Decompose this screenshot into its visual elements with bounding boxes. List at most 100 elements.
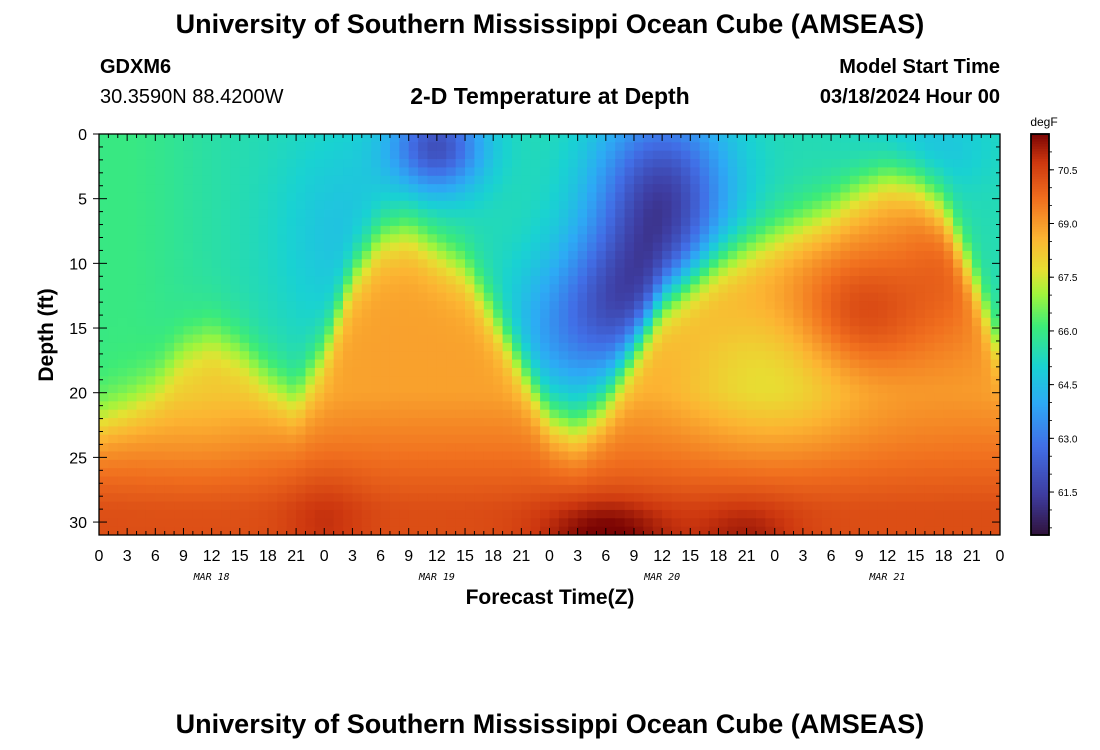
heatmap-cell bbox=[371, 351, 382, 361]
heatmap-cell bbox=[755, 526, 766, 535]
heatmap-cell bbox=[455, 250, 466, 260]
heatmap-cell bbox=[380, 217, 391, 227]
heatmap-cell bbox=[727, 292, 738, 302]
heatmap-cell bbox=[418, 200, 429, 210]
heatmap-cell bbox=[849, 225, 860, 235]
heatmap-cell bbox=[155, 225, 166, 235]
heatmap-cell bbox=[662, 309, 673, 319]
heatmap-cell bbox=[633, 476, 644, 486]
heatmap-cell bbox=[408, 476, 419, 486]
heatmap-cell bbox=[502, 459, 513, 469]
heatmap-cell bbox=[436, 184, 447, 194]
heatmap-cell bbox=[596, 484, 607, 494]
heatmap-cell bbox=[108, 276, 119, 285]
heatmap-cell bbox=[174, 267, 185, 277]
heatmap-cell bbox=[558, 192, 569, 202]
heatmap-cell bbox=[183, 301, 194, 311]
heatmap-cell bbox=[643, 309, 654, 319]
heatmap-cell bbox=[127, 317, 138, 327]
heatmap-cell bbox=[934, 501, 945, 511]
heatmap-cell bbox=[361, 259, 372, 269]
heatmap-cell bbox=[502, 451, 513, 461]
heatmap-cell bbox=[680, 484, 691, 494]
heatmap-cell bbox=[746, 301, 757, 311]
heatmap-cell bbox=[427, 184, 438, 194]
heatmap-cell bbox=[774, 159, 785, 169]
heatmap-cell bbox=[521, 459, 532, 469]
heatmap-cell bbox=[239, 359, 250, 369]
heatmap-cell bbox=[267, 225, 278, 235]
heatmap-cell bbox=[192, 175, 203, 185]
heatmap-cell bbox=[962, 309, 973, 319]
heatmap-cell bbox=[990, 359, 1000, 369]
heatmap-cell bbox=[202, 167, 213, 177]
heatmap-cell bbox=[718, 259, 729, 269]
heatmap-cell bbox=[577, 468, 588, 478]
colorbar-segment bbox=[1031, 246, 1049, 250]
heatmap-cell bbox=[127, 267, 138, 277]
x-tick-label: 18 bbox=[935, 548, 953, 565]
heatmap-cell bbox=[840, 192, 851, 202]
heatmap-cell bbox=[117, 309, 128, 319]
x-tick-label: 0 bbox=[95, 548, 104, 565]
heatmap-cell bbox=[605, 159, 616, 169]
heatmap-cell bbox=[859, 309, 870, 319]
heatmap-cell bbox=[155, 259, 166, 269]
heatmap-cell bbox=[389, 418, 400, 427]
heatmap-cell bbox=[887, 134, 898, 143]
heatmap-cell bbox=[558, 225, 569, 235]
heatmap-cell bbox=[277, 418, 288, 427]
heatmap-cell bbox=[831, 426, 842, 436]
heatmap-cell bbox=[99, 159, 109, 169]
heatmap-cell bbox=[662, 476, 673, 486]
heatmap-cell bbox=[474, 459, 485, 469]
heatmap-cell bbox=[605, 267, 616, 277]
heatmap-cell bbox=[211, 234, 222, 244]
heatmap-cell bbox=[943, 301, 954, 311]
heatmap-cell bbox=[211, 484, 222, 494]
heatmap-cell bbox=[690, 317, 701, 327]
heatmap-cell bbox=[633, 250, 644, 260]
heatmap-cell bbox=[906, 351, 917, 361]
heatmap-cell bbox=[615, 184, 626, 194]
heatmap-cell bbox=[877, 518, 888, 528]
heatmap-cell bbox=[230, 192, 241, 202]
heatmap-cell bbox=[127, 217, 138, 227]
heatmap-cell bbox=[465, 401, 476, 411]
heatmap-cell bbox=[277, 484, 288, 494]
heatmap-cell bbox=[962, 342, 973, 352]
heatmap-cell bbox=[314, 359, 325, 369]
heatmap-cell bbox=[633, 209, 644, 219]
heatmap-cell bbox=[192, 459, 203, 469]
heatmap-cell bbox=[802, 384, 813, 394]
heatmap-cell bbox=[624, 134, 635, 143]
heatmap-cell bbox=[962, 209, 973, 219]
heatmap-cell bbox=[155, 459, 166, 469]
heatmap-cell bbox=[906, 334, 917, 344]
heatmap-cell bbox=[502, 493, 513, 503]
heatmap-cell bbox=[784, 384, 795, 394]
heatmap-cell bbox=[530, 326, 541, 336]
heatmap-cell bbox=[971, 259, 982, 269]
heatmap-cell bbox=[755, 175, 766, 185]
heatmap-cell bbox=[896, 225, 907, 235]
heatmap-cell bbox=[774, 459, 785, 469]
heatmap-cell bbox=[624, 384, 635, 394]
heatmap-cell bbox=[568, 434, 579, 444]
heatmap-cell bbox=[755, 418, 766, 427]
heatmap-cell bbox=[877, 234, 888, 244]
heatmap-cell bbox=[99, 451, 109, 461]
heatmap-cell bbox=[690, 426, 701, 436]
heatmap-cell bbox=[511, 192, 522, 202]
heatmap-cell bbox=[521, 150, 532, 160]
heatmap-cell bbox=[896, 384, 907, 394]
heatmap-cell bbox=[699, 192, 710, 202]
heatmap-cell bbox=[305, 443, 316, 453]
heatmap-cell bbox=[558, 376, 569, 386]
heatmap-cell bbox=[108, 192, 119, 202]
heatmap-cell bbox=[155, 451, 166, 461]
heatmap-cell bbox=[436, 476, 447, 486]
heatmap-cell bbox=[877, 476, 888, 486]
heatmap-cell bbox=[99, 384, 109, 394]
heatmap-cell bbox=[446, 334, 457, 344]
